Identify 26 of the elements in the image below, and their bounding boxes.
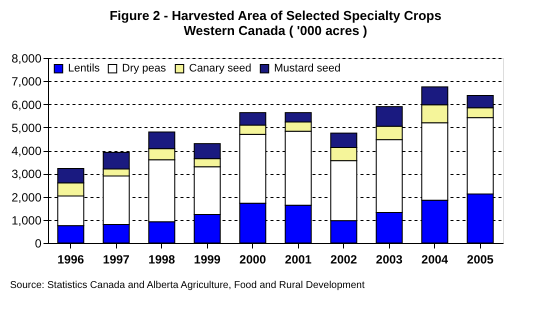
legend-label: Canary seed	[189, 62, 252, 75]
x-tick-label: 1997	[102, 252, 130, 266]
text: Western Canada ( '000 acres )	[184, 23, 368, 38]
y-tick-label: 1,000	[11, 213, 42, 228]
x-tick-label: 1999	[194, 252, 221, 266]
x-tick-label: 2001	[284, 252, 312, 266]
legend-label: Dry peas	[122, 62, 167, 75]
y-tick-label: 3,000	[11, 167, 42, 182]
x-tick-label: 1998	[148, 252, 176, 266]
text: Figure 2 - Harvested Area of Selected Specialty Crops	[110, 8, 442, 23]
legend-label: Mustard seed	[274, 62, 341, 75]
y-tick-label: 8,000	[11, 52, 42, 66]
y-tick-label: 4,000	[11, 144, 42, 158]
x-tick-label: 1996	[57, 252, 84, 266]
legend-label: Lentils	[68, 62, 100, 75]
y-tick-label: 0	[34, 236, 42, 250]
x-tick-label: 2005	[466, 252, 494, 266]
x-tick-label: 2003	[376, 252, 403, 266]
y-tick-label: 7,000	[11, 74, 42, 89]
x-tick-label: 2002	[330, 252, 358, 266]
x-tick-label: 2004	[421, 252, 448, 266]
y-tick-label: 5,000	[11, 120, 42, 135]
source-note: Source: Statistics Canada and Alberta Agriculture, Food and Rural Development	[10, 280, 365, 291]
x-tick-label: 2000	[239, 252, 266, 266]
y-tick-label: 2,000	[11, 190, 42, 204]
y-tick-label: 6,000	[11, 98, 42, 112]
